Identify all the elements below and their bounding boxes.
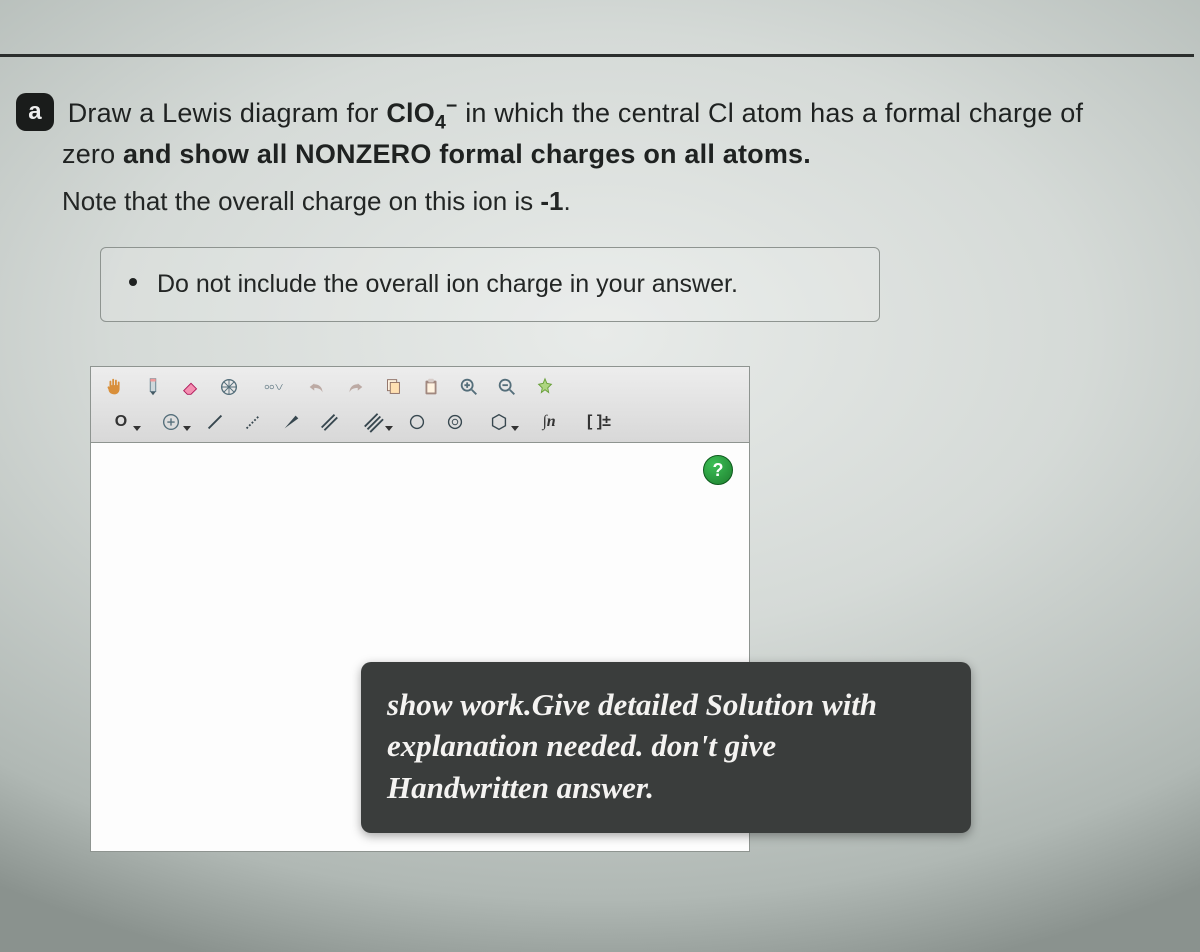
question-line2b: and show all NONZERO formal charges on a… [123, 139, 811, 169]
formula-sup: − [446, 95, 458, 117]
paste-icon[interactable] [413, 371, 449, 403]
charge-note: Note that the overall charge on this ion… [62, 186, 1152, 217]
question-mid: in which the central Cl atom has a forma… [465, 98, 1083, 128]
chevron-down-icon [385, 426, 393, 431]
hand-tool-icon[interactable] [97, 371, 133, 403]
cyclopropane-icon[interactable] [399, 406, 435, 438]
clean-structure-icon[interactable] [527, 371, 563, 403]
charge-picker[interactable] [147, 406, 195, 438]
hint-text: Do not include the overall ion charge in… [157, 270, 738, 298]
formula-base: ClO [386, 98, 435, 128]
note-prefix: Note that the overall charge on this ion… [62, 186, 540, 216]
bullet-icon [129, 278, 137, 286]
question-prefix: Draw a Lewis diagram for [68, 98, 387, 128]
zoom-in-icon[interactable] [451, 371, 487, 403]
atom-label: O [115, 413, 127, 431]
part-badge: a [16, 93, 54, 131]
template-tool-icon[interactable] [211, 371, 247, 403]
chevron-down-icon [133, 426, 141, 431]
ring-picker[interactable] [475, 406, 523, 438]
dashed-bond-icon[interactable] [235, 406, 271, 438]
toolbar-row-1 [97, 371, 743, 403]
formula: ClO4− [386, 98, 465, 128]
bracket-charge-icon[interactable]: [ ]± [575, 406, 623, 438]
atom-picker[interactable]: O [97, 406, 145, 438]
bracket-label: [ ]± [587, 413, 611, 431]
chevron-down-icon [183, 426, 191, 431]
undo-icon[interactable] [299, 371, 335, 403]
content-frame: a Draw a Lewis diagram for ClO4− in whic… [0, 54, 1194, 952]
note-value: -1 [540, 186, 563, 216]
arrow-tool-icon[interactable]: ∫n [525, 406, 573, 438]
question-line2a: zero [62, 139, 123, 169]
structure-editor: O [90, 366, 750, 852]
copy-icon[interactable] [375, 371, 411, 403]
help-button[interactable]: ? [703, 455, 733, 485]
formula-sub: 4 [435, 111, 446, 133]
triple-bond-icon[interactable] [349, 406, 397, 438]
note-suffix: . [564, 186, 571, 216]
single-bond-icon[interactable] [197, 406, 233, 438]
drawing-tool-icon[interactable] [135, 371, 171, 403]
toolbar-row-2: O [97, 406, 743, 438]
instruction-overlay: show work.Give detailed Solution with ex… [361, 662, 971, 834]
chain-tool-icon[interactable] [249, 371, 297, 403]
eraser-tool-icon[interactable] [173, 371, 209, 403]
hint-box: Do not include the overall ion charge in… [100, 247, 880, 322]
editor-toolbar: O [90, 366, 750, 442]
zoom-out-icon[interactable] [489, 371, 525, 403]
drawing-canvas[interactable]: ? show work.Give detailed Solution with … [90, 442, 750, 852]
arrow-label: ∫n [542, 413, 555, 431]
wedge-bond-icon[interactable] [273, 406, 309, 438]
redo-icon[interactable] [337, 371, 373, 403]
chevron-down-icon [511, 426, 519, 431]
question-block: a Draw a Lewis diagram for ClO4− in whic… [16, 93, 1152, 172]
cyclobutane-icon[interactable] [437, 406, 473, 438]
double-bond-icon[interactable] [311, 406, 347, 438]
